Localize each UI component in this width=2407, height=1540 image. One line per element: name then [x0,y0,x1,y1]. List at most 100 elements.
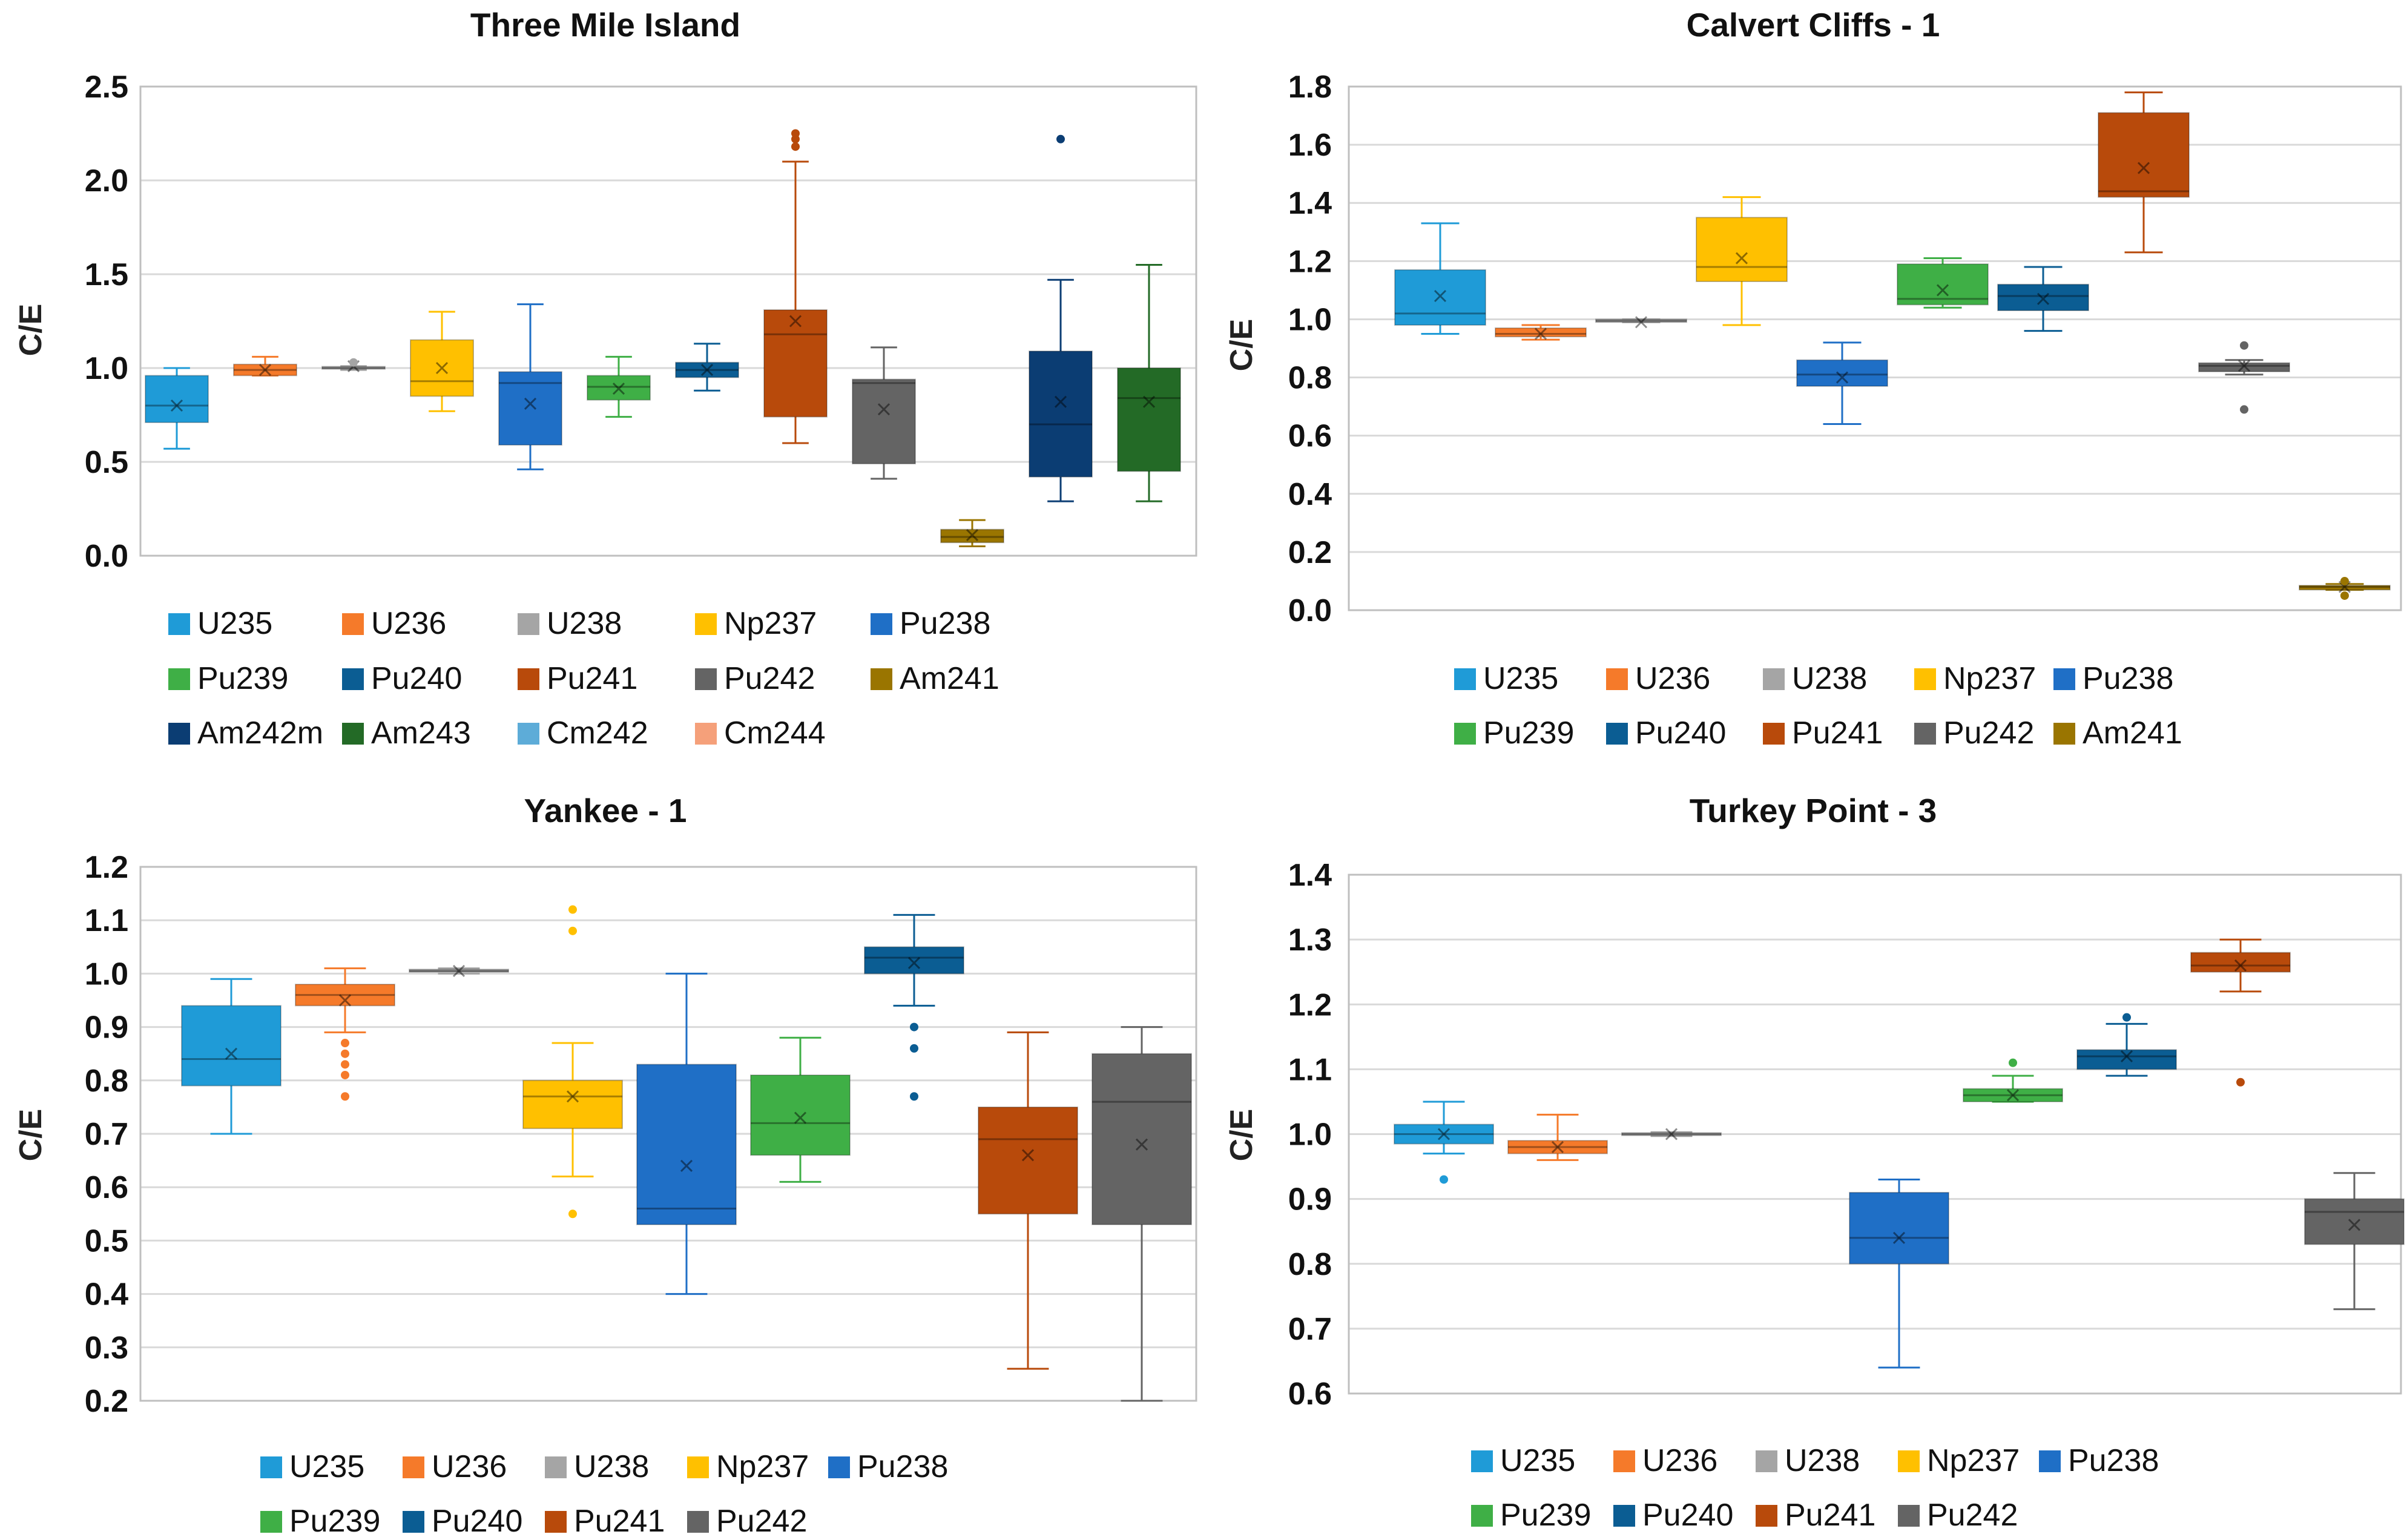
box-pu240 [864,913,964,1101]
legend-label: Pu240 [1642,1498,1733,1533]
box-outlier [791,129,800,138]
legend-swatch [2053,668,2075,690]
box-iqr [978,1106,1078,1215]
legend-swatch [687,1511,709,1533]
box-pu240 [1997,266,2089,332]
y-axis-label: C/E [1224,1109,1259,1162]
box-iqr [2304,1198,2405,1245]
box-mean-marker [789,315,802,327]
box-mean-marker [1892,1231,1906,1244]
legend-item-pu238: Pu238 [2039,1443,2159,1478]
legend-item-pu240: Pu240 [1606,716,1726,751]
box-outlier [2240,341,2248,350]
box-pu242 [1092,1026,1192,1402]
box-iqr [409,969,509,973]
legend-label: Pu238 [857,1449,948,1484]
box-mean-marker [2338,581,2351,593]
y-tick-label: 0.4 [85,1277,128,1312]
chart-panel-three-mile-island: Three Mile Island C/E 0.0 0.5 1.0 1.5 2.0 2.5 U2… [13,6,1197,751]
box-iqr [1092,1053,1192,1225]
y-tick-label: 0.4 [1288,477,1332,512]
legend-label: Pu240 [371,661,462,696]
legend-item-am241: Am241 [2053,716,2182,751]
y-tick-label: 1.3 [1288,923,1332,958]
box-pu242 [852,346,916,480]
legend-item-pu242: Pu242 [1914,716,2034,751]
box-iqr [2299,585,2391,591]
legend-label: Am241 [900,661,999,696]
box-iqr [1897,263,1989,306]
box-iqr [1029,350,1093,478]
legend-swatch [1454,723,1476,745]
y-tick-label: 0.2 [85,1384,128,1419]
legend-label: U236 [1635,661,1710,696]
box-iqr [1849,1191,1949,1265]
chart-title: Yankee - 1 [524,792,687,829]
box-mean-marker [2348,1219,2361,1231]
legend-label: Pu239 [1483,716,1574,751]
y-tick-label: 0.6 [1288,1377,1332,1412]
box-pu239 [1897,257,1989,309]
legend-label: Am241 [2083,716,2182,751]
box-iqr [750,1074,851,1156]
y-tick-label: 1.8 [1288,70,1332,105]
box-iqr [1595,318,1687,323]
y-tick-label: 0.5 [85,1223,128,1259]
box-iqr [587,375,651,401]
box-mean-marker [700,364,714,377]
box-mean-marker [2234,959,2247,972]
box-iqr [145,375,209,423]
box-iqr [1696,217,1788,282]
box-mean-marker [2037,292,2050,305]
legend-item-pu239: Pu239 [1471,1498,1591,1533]
y-tick-label: 1.5 [85,257,128,292]
legend-swatch [168,668,190,690]
legend-swatch [1763,723,1785,745]
box-iqr [522,1079,623,1130]
legend-label: Np237 [716,1449,809,1484]
box-outlier [568,905,577,914]
legend-label: U235 [1483,661,1558,696]
legend-label: Pu239 [1500,1498,1591,1533]
box-pu238 [498,303,562,470]
plot-area [139,85,1197,557]
legend-swatch [1613,1450,1635,1472]
legend-label: Am243 [371,716,471,751]
legend-item-pu238: Pu238 [828,1449,948,1484]
box-pu241 [2098,91,2190,254]
box-mean-marker [452,964,466,978]
box-iqr [1621,1132,1722,1136]
legend-swatch [1454,668,1476,690]
box-iqr [1796,359,1888,387]
box-iqr [763,309,828,418]
legend-item-am241: Am241 [871,661,999,696]
y-tick-label: 0.8 [1288,1247,1332,1282]
y-tick-label: 0.6 [85,1170,128,1205]
box-iqr [675,361,739,378]
y-tick-label: 0.8 [85,1064,128,1099]
y-tick-label: 1.1 [85,903,128,938]
y-tick-label: 0.8 [1288,361,1332,396]
legend-swatch [1763,668,1785,690]
legend-item-np237: Np237 [1914,661,2036,696]
y-tick-label: 0.7 [1288,1312,1332,1347]
legend-label: Pu241 [574,1504,665,1539]
box-mean-marker [1936,284,1949,297]
box-pu241 [2190,938,2291,1087]
legend-label: U238 [1792,661,1867,696]
legend-swatch [168,723,190,745]
legend-swatch [695,668,717,690]
legend-swatch [1613,1505,1635,1527]
box-outlier [568,926,577,935]
legend-swatch [1471,1505,1493,1527]
legend-item-u236: U236 [342,606,446,641]
box-mean-marker [1534,327,1547,340]
legend-item-pu238: Pu238 [871,606,990,641]
box-u235 [145,367,209,450]
box-iqr [2198,362,2290,372]
box-mean-marker [338,994,352,1007]
box-mean-marker [907,956,921,969]
box-iqr [2076,1049,2177,1070]
box-iqr [1394,1124,1494,1145]
box-iqr [1997,283,2089,312]
